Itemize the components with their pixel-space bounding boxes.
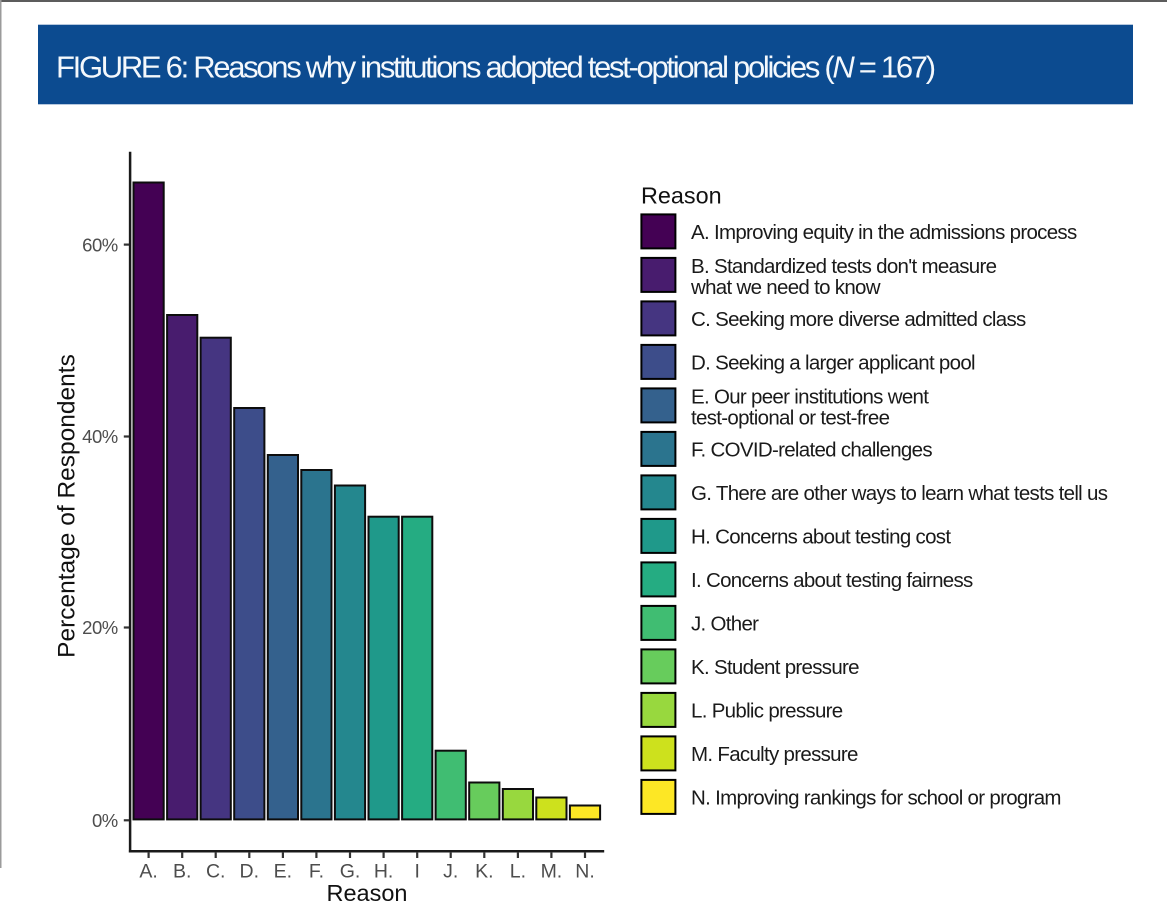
svg-text:J. Other: J. Other (691, 612, 759, 635)
svg-text:0%: 0% (92, 810, 118, 831)
svg-text:60%: 60% (82, 234, 118, 255)
svg-text:A. Improving equity in the adm: A. Improving equity in the admissions pr… (691, 221, 1077, 244)
svg-text:G. There are other ways to lea: G. There are other ways to learn what te… (691, 482, 1108, 505)
svg-text:H. Concerns about testing cost: H. Concerns about testing cost (691, 525, 951, 548)
svg-text:E.: E. (274, 860, 292, 882)
svg-text:F.: F. (309, 860, 324, 882)
svg-text:B.: B. (173, 860, 191, 882)
svg-text:G.: G. (340, 860, 361, 882)
svg-text:what we need to know: what we need to know (690, 276, 881, 299)
svg-text:test-optional or test-free: test-optional or test-free (691, 406, 890, 429)
svg-text:E. Our peer institutions went: E. Our peer institutions went (691, 385, 929, 408)
svg-text:C.: C. (206, 860, 226, 882)
svg-text:K.: K. (475, 860, 493, 882)
svg-text:A.: A. (139, 860, 157, 882)
svg-text:20%: 20% (82, 617, 118, 638)
svg-text:N. Improving rankings for scho: N. Improving rankings for school or prog… (691, 786, 1061, 809)
svg-text:C. Seeking more diverse admitt: C. Seeking more diverse admitted class (691, 308, 1026, 331)
svg-text:FIGURE 6: Reasons why institut: FIGURE 6: Reasons why institutions adopt… (56, 49, 935, 84)
svg-text:Reason: Reason (641, 183, 722, 209)
svg-text:F. COVID-related challenges: F. COVID-related challenges (691, 438, 932, 461)
svg-text:N.: N. (575, 860, 595, 882)
svg-text:Reason: Reason (327, 880, 408, 906)
svg-text:B. Standardized tests don't me: B. Standardized tests don't measure (691, 255, 997, 278)
svg-text:Percentage of Respondents: Percentage of Respondents (54, 354, 81, 658)
svg-text:K. Student pressure: K. Student pressure (691, 656, 859, 679)
svg-text:H.: H. (374, 860, 394, 882)
svg-text:D. Seeking a larger applicant: D. Seeking a larger applicant pool (691, 351, 975, 374)
svg-text:M.: M. (541, 860, 563, 882)
svg-text:L.: L. (510, 860, 526, 882)
svg-text:I. Concerns about testing fair: I. Concerns about testing fairness (691, 569, 973, 592)
svg-text:M. Faculty pressure: M. Faculty pressure (691, 743, 858, 766)
svg-text:J.: J. (443, 860, 458, 882)
svg-text:L. Public pressure: L. Public pressure (691, 699, 843, 722)
svg-text:D.: D. (240, 860, 260, 882)
svg-text:40%: 40% (82, 426, 118, 447)
svg-text:I: I (414, 860, 419, 882)
